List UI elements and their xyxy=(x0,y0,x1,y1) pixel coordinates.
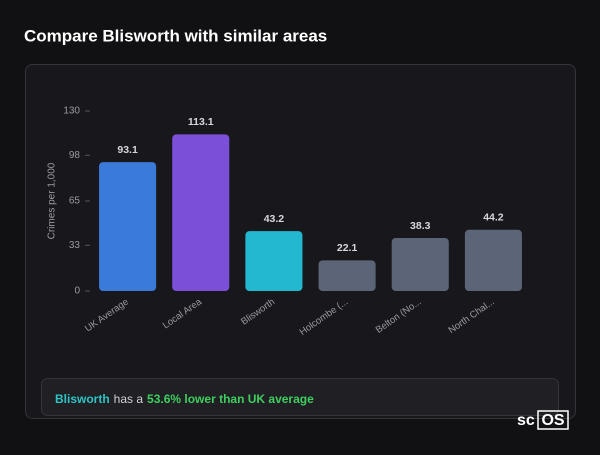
summary-highlight: 53.6% lower than UK average xyxy=(147,392,314,406)
bar xyxy=(172,134,230,291)
value-label: 38.3 xyxy=(410,220,431,232)
value-label: 93.1 xyxy=(117,144,138,156)
y-tick-label: 33 xyxy=(69,240,81,251)
logo-box xyxy=(537,410,569,430)
y-tick-label: 98 xyxy=(69,150,81,161)
y-tick-label: 65 xyxy=(69,196,81,207)
value-label: 43.2 xyxy=(264,213,285,225)
summary-area: Blisworth xyxy=(55,392,110,406)
bar xyxy=(318,260,376,291)
summary-text: has a xyxy=(114,392,144,406)
summary: Blisworth has a 53.6% lower than UK averag… xyxy=(55,392,314,406)
logo-right: OS xyxy=(541,412,564,429)
chart-title: Compare Blisworth with similar areas xyxy=(24,26,327,45)
bar xyxy=(99,162,157,291)
y-tick-label: 130 xyxy=(63,106,80,117)
summary-box xyxy=(41,378,559,416)
y-tick-label: 0 xyxy=(74,286,80,297)
bar xyxy=(391,237,449,291)
value-label: 113.1 xyxy=(188,116,214,128)
bar xyxy=(464,229,522,291)
value-label: 44.2 xyxy=(483,212,504,224)
y-axis-label: Crimes per 1,000 xyxy=(47,162,58,239)
logo-left: sc xyxy=(517,412,535,429)
bar xyxy=(245,231,303,291)
value-label: 22.1 xyxy=(337,242,358,254)
